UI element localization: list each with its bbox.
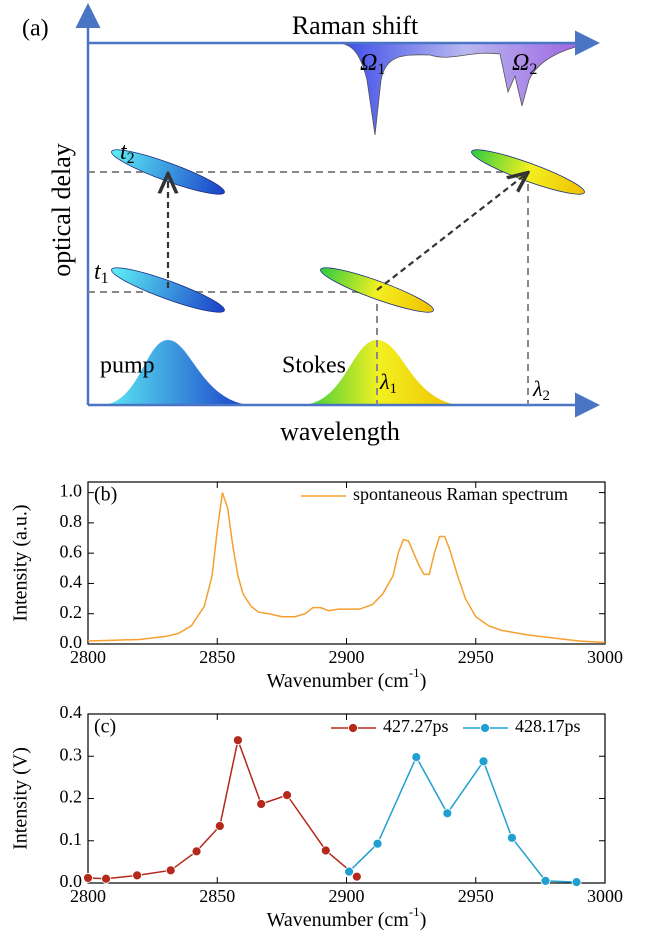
series-line bbox=[87, 492, 606, 644]
subscript: 1 bbox=[101, 270, 109, 287]
data-point bbox=[214, 821, 225, 831]
subscript: 2 bbox=[127, 150, 135, 167]
y-tick-label: 0.1 bbox=[60, 829, 83, 849]
x-label-superscript: -1 bbox=[409, 665, 420, 680]
x-label-text: Wavenumber (cm bbox=[267, 670, 410, 692]
x-label-suffix: ) bbox=[420, 909, 427, 931]
subscript: 1 bbox=[390, 381, 398, 397]
y-tick-label: 0.8 bbox=[60, 511, 83, 531]
subscript: 2 bbox=[543, 388, 551, 404]
x-tick-label: 2800 bbox=[70, 886, 106, 906]
x-tick-label: 2850 bbox=[199, 647, 235, 667]
y-tick-label: 0.3 bbox=[60, 744, 83, 764]
data-point bbox=[571, 877, 582, 888]
data-point bbox=[282, 790, 292, 801]
y-tick-label: 0.4 bbox=[60, 572, 83, 592]
data-point bbox=[351, 871, 362, 882]
x-axis-label: Wavenumber (cm-1) bbox=[267, 904, 427, 931]
data-point bbox=[101, 873, 111, 884]
y-axis-label: optical delay bbox=[47, 143, 76, 277]
y-tick-label: 1.0 bbox=[60, 481, 83, 501]
symbol: Ω bbox=[512, 50, 529, 76]
stokes-label: Stokes bbox=[282, 353, 346, 379]
data-point bbox=[233, 735, 243, 746]
x-tick-label: 2800 bbox=[70, 647, 106, 667]
y-tick-label: 0.2 bbox=[60, 787, 83, 807]
y-tick-label: 0.0 bbox=[60, 632, 83, 652]
t2-label: t2 bbox=[120, 139, 135, 167]
delay-arrows bbox=[168, 174, 526, 291]
data-point bbox=[344, 866, 354, 877]
data-point bbox=[83, 873, 93, 883]
chart: 2800 2850 2900 2950 3000 0.0 0.1 0.2 0.3 0.4 (c) In… bbox=[10, 702, 623, 930]
series-line bbox=[87, 737, 358, 880]
pump-pulse-t1 bbox=[111, 267, 225, 313]
series-line bbox=[348, 755, 577, 883]
x-tick-label: 2950 bbox=[458, 647, 494, 667]
x-label-superscript: -1 bbox=[409, 904, 420, 919]
y-axis-label: Intensity (V) bbox=[10, 747, 32, 850]
top-axis-label: Raman shift bbox=[292, 11, 419, 40]
symbol: λ bbox=[379, 369, 390, 394]
y-tick-label: 0.4 bbox=[60, 702, 83, 722]
stokes-spectrum bbox=[300, 340, 458, 405]
x-tick-label: 3000 bbox=[587, 647, 623, 667]
legend-marker bbox=[348, 723, 358, 733]
legend-label: spontaneous Raman spectrum bbox=[353, 484, 568, 504]
legend-label: 427.27ps bbox=[383, 716, 449, 736]
x-label-text: Wavenumber (cm bbox=[267, 909, 410, 931]
x-axis-label: wavelength bbox=[280, 417, 400, 446]
pump-label: pump bbox=[100, 353, 155, 379]
data-point bbox=[442, 808, 453, 819]
pump-spectrum bbox=[100, 340, 248, 405]
x-tick-label: 3000 bbox=[587, 886, 623, 906]
symbol: Ω bbox=[360, 50, 377, 76]
data-point bbox=[132, 870, 143, 881]
symbol: t bbox=[94, 259, 102, 285]
panel-label: (b) bbox=[94, 484, 117, 506]
x-tick-label: 2900 bbox=[329, 886, 365, 906]
omega2-label: Ω2 bbox=[512, 50, 537, 78]
t1-label: t1 bbox=[94, 259, 109, 287]
subscript: 1 bbox=[377, 61, 385, 78]
data-point bbox=[540, 875, 551, 886]
symbol: t bbox=[120, 139, 128, 165]
data-point bbox=[320, 845, 331, 856]
omega1-label: Ω1 bbox=[360, 50, 385, 78]
x-tick-label: 2850 bbox=[199, 886, 235, 906]
chart: 2800 2850 2900 2950 3000 0.0 0.2 0.4 0.6 0.8 1.0 (b… bbox=[10, 481, 623, 692]
data-point bbox=[191, 846, 202, 857]
legend-marker bbox=[480, 723, 490, 733]
data-point bbox=[165, 865, 176, 876]
panel-label: (c) bbox=[94, 716, 116, 738]
x-tick-label: 2950 bbox=[458, 886, 494, 906]
symbol: λ bbox=[532, 376, 543, 401]
x-tick-label: 2900 bbox=[329, 647, 365, 667]
x-axis-label: Wavenumber (cm-1) bbox=[267, 665, 427, 692]
y-axis-label: Intensity (a.u.) bbox=[10, 504, 32, 621]
data-point bbox=[507, 832, 517, 843]
raman-profile bbox=[339, 42, 591, 136]
data-point bbox=[411, 752, 422, 762]
y-tick-label: 0.2 bbox=[60, 602, 83, 622]
data-point bbox=[478, 756, 489, 767]
lambda2-label: λ2 bbox=[532, 376, 550, 404]
legend-label: 428.17ps bbox=[515, 716, 581, 736]
y-tick-label: 0.0 bbox=[60, 871, 83, 891]
diagram: (a) Raman shift optical delay wavelength… bbox=[22, 3, 600, 446]
panel-label: (a) bbox=[22, 16, 49, 42]
subscript: 2 bbox=[529, 61, 537, 78]
lambda1-label: λ1 bbox=[379, 369, 397, 397]
plot-frame bbox=[87, 481, 606, 645]
data-point bbox=[256, 799, 267, 809]
data-point bbox=[372, 838, 383, 849]
y-tick-label: 0.6 bbox=[60, 541, 83, 561]
x-label-suffix: ) bbox=[420, 670, 427, 692]
